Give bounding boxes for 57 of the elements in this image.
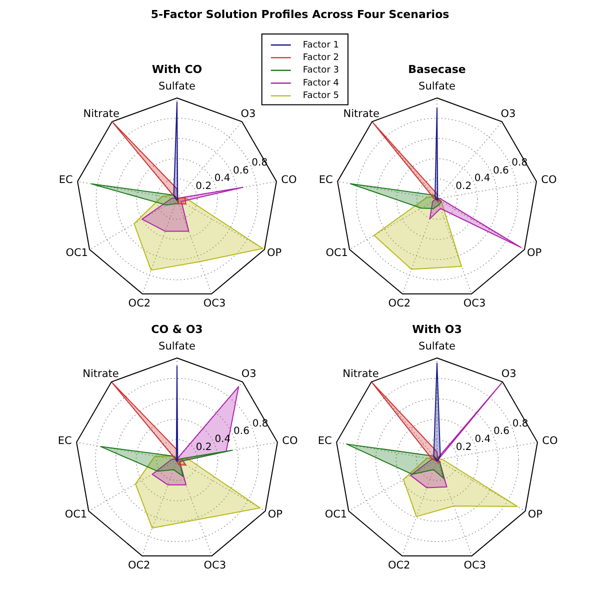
chart-subtitle: CO & O3 [151,322,203,336]
spoke-label: Sulfate [418,340,456,353]
spoke-label: OC3 [204,560,226,572]
spoke-label: O3 [240,108,256,120]
y-tick-label: 0.6 [492,165,509,176]
legend-label: Factor 2 [302,53,339,64]
spoke-label: O3 [501,368,516,380]
chart-subtitle: With O3 [412,322,462,336]
spoke-label: OC1 [324,508,348,521]
spoke-label: OP [528,508,542,521]
legend-label: Factor 5 [302,91,339,102]
spoke-label: Nitrate [82,368,119,380]
spoke-label: OC2 [128,298,151,310]
spoke-label: Nitrate [343,108,380,120]
chart-subtitle: Basecase [408,62,466,76]
y-tick-label: 0.6 [232,165,249,176]
spoke-label: Nitrate [342,368,379,380]
spoke-label: EC [318,174,333,186]
y-tick-label: 0.6 [494,426,510,438]
spoke-label: EC [318,434,332,447]
spoke-label: O3 [241,368,256,380]
spoke-label: OP [526,247,542,260]
legend-label: Factor 1 [302,40,339,50]
spoke-label: CO [281,174,297,186]
y-tick-label: 0.6 [234,426,250,438]
spoke-label: OC2 [128,560,150,572]
legend-label: Factor 3 [302,66,339,76]
spoke-label: OC3 [464,560,486,572]
legend-label: Factor 4 [302,78,340,88]
spoke-label: OP [268,508,282,521]
y-tick-label: 0.2 [196,180,212,192]
text: With CO [152,62,202,76]
spoke-label: EC [58,174,73,186]
spoke-label: OC1 [326,247,348,260]
spoke-label: OC3 [463,298,486,310]
spoke-label: OP [266,247,282,260]
chart-title: 5-Factor Solution Profiles Across Four Scenarios [150,8,450,21]
spoke-label: Sulfate [158,80,196,93]
spoke-label: EC [58,434,72,447]
spoke-label: CO [542,434,558,447]
y-tick-label: 0.4 [474,434,491,445]
spoke-label: CO [282,434,298,447]
spoke-label: OC2 [388,298,411,310]
y-tick-label: 0.4 [474,173,490,184]
y-tick-label: 0.2 [456,180,472,192]
spoke-label: CO [541,174,557,186]
y-tick-label: 0.2 [196,442,212,453]
y-tick-label: 0.2 [456,442,472,453]
spoke-label: OC3 [203,298,226,310]
spoke-label: Nitrate [83,108,120,120]
spoke-label: Sulfate [158,340,196,353]
spoke-label: OC1 [64,508,88,521]
spoke-label: O3 [500,108,516,120]
spoke-label: OC1 [66,247,88,260]
spoke-label: OC2 [388,560,410,572]
spoke-label: Sulfate [418,80,456,93]
y-tick-label: 0.4 [214,173,230,184]
